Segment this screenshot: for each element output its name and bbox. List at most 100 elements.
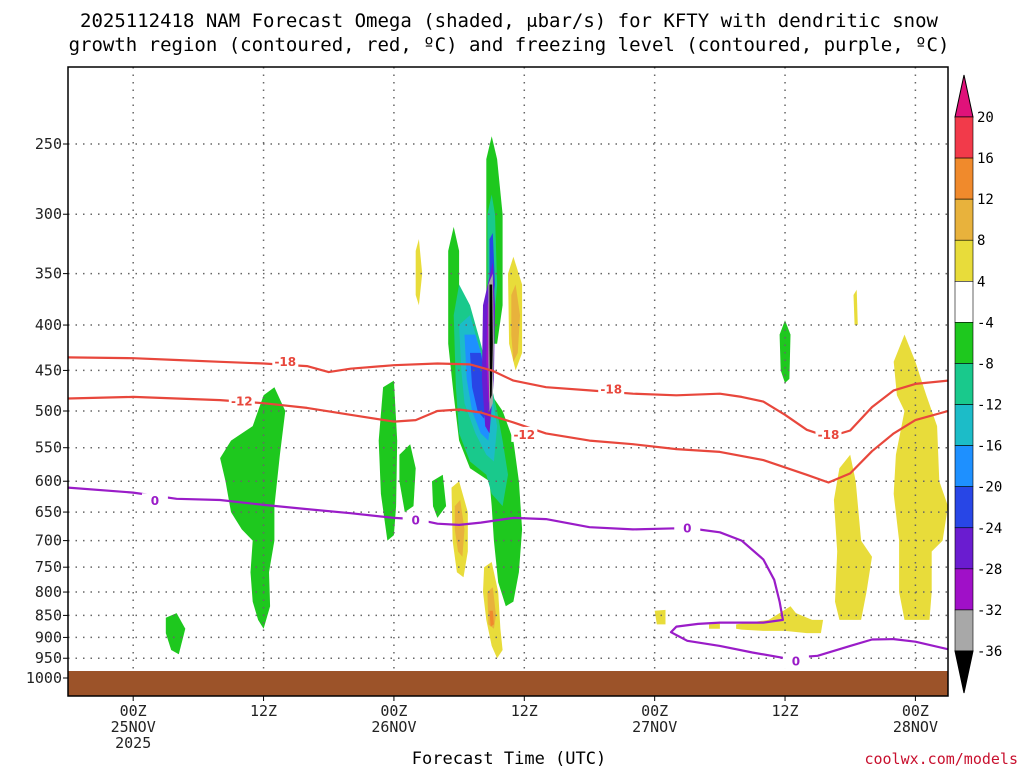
contour-label-1-0: -12 [231, 395, 253, 409]
contour-label-2-0: 0 [151, 494, 159, 508]
colorbar-band-12 [954, 609, 974, 652]
contour-label-2-2: 0 [683, 521, 691, 535]
omega-region-green-right [779, 320, 791, 383]
colorbar-band-10 [954, 527, 974, 570]
xtick-label-12-0: 12Z [250, 702, 277, 720]
xtick-label-0-0: 00Z [120, 702, 147, 720]
y-axis-ticks: 250 300 350 400 450 500 550 600 650 700 750 800 850 9… [26, 135, 68, 687]
xtick-label-0-1: 25NOV [111, 718, 156, 736]
omega-region-yellow-right-2 [893, 334, 948, 620]
colorbar-band-7 [954, 404, 974, 446]
contour-line-2 [68, 486, 948, 660]
colorbar-label-4: 4 [977, 274, 985, 290]
colorbar-label-11: -28 [977, 562, 1002, 578]
omega-region-orange-lower2 [487, 587, 496, 629]
colorbar-band-8 [954, 445, 974, 487]
colorbar-label-8: -16 [977, 439, 1002, 455]
chart-title-line-2: growth region (contoured, red, ºC) and f… [69, 34, 950, 56]
contour-label-2-3: 0 [792, 654, 800, 668]
colorbar-band-9 [954, 486, 974, 529]
ytick-label-350: 350 [35, 265, 62, 283]
xtick-label-36-0: 12Z [511, 702, 538, 720]
omega-region-yellow-small1 [654, 609, 666, 625]
ytick-label-1000: 1000 [26, 669, 62, 687]
ytick-label-900: 900 [35, 628, 62, 646]
colorbar-label-9: -20 [977, 480, 1002, 496]
colorbar-label-0: 20 [977, 110, 994, 126]
colorbar-band-11 [954, 568, 974, 611]
xtick-label-72-0: 00Z [902, 702, 929, 720]
omega-region-yellow-right-1 [833, 454, 872, 620]
xtick-label-0-2: 2025 [115, 734, 151, 752]
colorbar-band-3 [954, 239, 974, 282]
colorbar-band-5 [954, 322, 974, 364]
colorbar-band-6 [954, 363, 974, 405]
xtick-label-48-1: 27NOV [632, 718, 677, 736]
contour-label-0-0: -18 [274, 355, 296, 369]
omega-region-orange-right-of-core [511, 284, 520, 362]
omega-region-yellow-topleft [415, 239, 423, 306]
x-axis-title: Forecast Time (UTC) [412, 749, 606, 768]
omega-region-yellow-small3 [709, 623, 720, 629]
colorbar-label-13: -36 [977, 644, 1002, 660]
ytick-label-750: 750 [35, 558, 62, 576]
contour-label-bg-1-1 [511, 426, 538, 442]
colorbar-label-7: -12 [977, 398, 1002, 414]
ytick-label-850: 850 [35, 606, 62, 624]
ytick-label-500: 500 [35, 402, 62, 420]
omega-region-green-small-left [165, 613, 186, 655]
omega-region-yellow-tiny-top [853, 289, 858, 325]
colorbar: 20 16 12 8 4 -4 -8 -12 -16 -20 -24 -28 -32 -36 [954, 74, 1002, 694]
ytick-label-400: 400 [35, 316, 62, 334]
contour-layer: -18 -18 -18 -12 -12 0 0 0 0 [68, 353, 948, 669]
ytick-label-950: 950 [35, 649, 62, 667]
colorbar-label-10: -24 [977, 521, 1002, 537]
contour-label-bg-0-2 [815, 426, 842, 442]
ytick-label-700: 700 [35, 532, 62, 550]
colorbar-band-0 [954, 116, 974, 159]
contour-label-0-1: -18 [600, 383, 622, 397]
xtick-label-24-0: 00Z [380, 702, 407, 720]
ytick-label-800: 800 [35, 583, 62, 601]
colorbar-label-5: -4 [977, 315, 994, 331]
xtick-label-24-1: 26NOV [371, 718, 416, 736]
xtick-label-72-1: 28NOV [893, 718, 938, 736]
contour-label-0-2: -18 [818, 428, 840, 442]
contour-label-bg-0-0 [272, 353, 299, 369]
ytick-label-600: 600 [35, 472, 62, 490]
colorbar-band-1 [954, 157, 974, 200]
contour-label-bg-2-1 [402, 512, 429, 528]
colorbar-label-6: -8 [977, 356, 994, 372]
colorbar-label-2: 12 [977, 192, 994, 208]
contour-label-bg-2-0 [141, 493, 168, 509]
plot-frame [67, 66, 949, 697]
contour-label-2-1: 0 [411, 513, 419, 527]
omega-region-green-early [220, 387, 286, 629]
ytick-label-650: 650 [35, 503, 62, 521]
colorbar-band-2 [954, 198, 974, 241]
colorbar-label-3: 8 [977, 233, 985, 249]
omega-region-green-mid3 [432, 474, 447, 518]
ytick-label-550: 550 [35, 439, 62, 457]
ground-surface [68, 671, 948, 696]
colorbar-label-12: -32 [977, 603, 1002, 619]
xtick-label-48-0: 00Z [641, 702, 668, 720]
colorbar-top-arrow [954, 74, 974, 118]
contour-label-bg-1-0 [228, 393, 255, 409]
xtick-label-60-0: 12Z [771, 702, 798, 720]
colorbar-label-1: 16 [977, 151, 994, 167]
ytick-label-450: 450 [35, 361, 62, 379]
contour-label-bg-0-1 [598, 381, 625, 397]
colorbar-bottom-arrow [954, 650, 974, 694]
chart-title-line-1: 2025112418 NAM Forecast Omega (shaded, μ… [80, 10, 938, 32]
colorbar-band-4 [954, 281, 974, 323]
ytick-label-300: 300 [35, 205, 62, 223]
contour-label-bg-2-3 [782, 653, 809, 669]
ytick-label-250: 250 [35, 135, 62, 153]
omega-region-red-lower2 [489, 610, 494, 627]
omega-region-orange-lower1 [454, 500, 465, 557]
contour-line-0 [68, 356, 948, 439]
contour-label-bg-2-2 [674, 520, 701, 536]
